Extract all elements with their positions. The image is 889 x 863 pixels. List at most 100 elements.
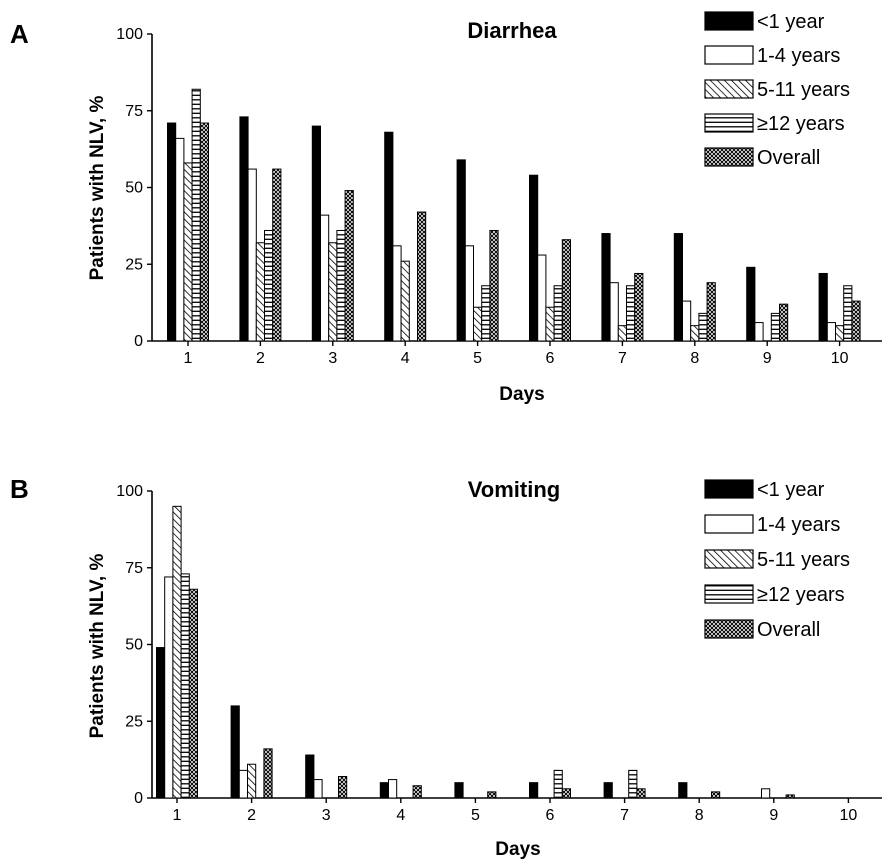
x-tick-label: 8 (695, 807, 704, 824)
chart-title: Diarrhea (467, 18, 557, 43)
bar-overall-day-4 (412, 785, 422, 799)
bar-over-12-years-day-6 (553, 769, 563, 799)
x-axis-label: Days (499, 384, 544, 405)
bar-overall-day-1 (188, 588, 199, 799)
y-tick-label: 50 (125, 180, 143, 197)
y-tick-label: 50 (125, 637, 143, 654)
bar-under-1-year-day-6 (529, 782, 539, 799)
bar-over-12-years-day-10 (843, 285, 853, 342)
legend-label: 5-11 years (757, 549, 850, 571)
bar-under-1-year-day-10 (818, 272, 828, 342)
x-tick-label: 1 (173, 807, 182, 824)
bar-over-12-years-day-5 (481, 285, 491, 342)
legend-label: Overall (757, 147, 820, 169)
bar-overall-day-2 (263, 748, 273, 799)
bar-1-4-years-day-3 (313, 779, 323, 799)
x-tick-label: 4 (396, 807, 405, 824)
bar-overall-day-7 (634, 272, 644, 342)
x-tick-label: 6 (546, 350, 555, 367)
bar-under-1-year-day-6 (529, 174, 539, 342)
bar-1-4-years-day-6 (537, 254, 547, 342)
bar-under-1-year-day-2 (230, 705, 240, 799)
y-axis-label: Patients with NLV, % (87, 96, 108, 281)
bar-5-11-years-day-2 (255, 242, 265, 342)
legend-label: <1 year (757, 11, 825, 33)
x-tick-label: 10 (840, 807, 858, 824)
bar-overall-day-5 (487, 791, 497, 799)
x-tick-label: 3 (328, 350, 337, 367)
legend-swatch (704, 113, 754, 133)
x-tick-label: 6 (546, 807, 555, 824)
bar-5-11-years-day-8 (690, 325, 700, 342)
bar-overall-day-7 (636, 788, 646, 799)
legend-item-5-11-years: 5-11 years (704, 549, 850, 571)
bar-overall-day-2 (272, 168, 282, 342)
bar-group (167, 88, 861, 342)
bar-under-1-year-day-4 (384, 131, 394, 342)
bar-1-4-years-day-9 (754, 322, 764, 342)
bar-5-11-years-day-10 (835, 325, 845, 342)
bar-5-11-years-day-3 (328, 242, 338, 342)
bar-5-11-years-day-5 (473, 306, 483, 342)
diarrhea-chart-panel: A Diarrhea Patients with NLV, % Days 025… (10, 11, 882, 405)
x-tick-label: 2 (247, 807, 256, 824)
bar-under-1-year-day-5 (456, 159, 466, 342)
legend-swatch (704, 11, 754, 31)
bar-over-12-years-day-7 (628, 769, 638, 799)
bar-1-4-years-day-7 (609, 282, 619, 342)
bar-overall-day-8 (711, 791, 721, 799)
y-tick-label: 0 (134, 790, 143, 807)
bar-overall-day-9 (785, 794, 795, 799)
legend-item-overall: Overall (704, 619, 820, 641)
y-axis-label: Patients with NLV, % (87, 554, 108, 739)
legend-item-under-1-year: <1 year (704, 11, 825, 33)
legend-swatch (704, 147, 754, 167)
bar-under-1-year-day-5 (454, 782, 464, 799)
x-tick-label: 7 (620, 807, 629, 824)
bar-1-4-years-day-2 (238, 769, 249, 799)
bar-over-12-years-day-6 (553, 285, 563, 342)
x-tick-label: 1 (184, 350, 193, 367)
bar-over-12-years-day-9 (770, 312, 780, 342)
legend-swatch (704, 584, 754, 604)
bar-under-1-year-day-3 (305, 754, 315, 799)
bar-overall-day-4 (417, 211, 427, 342)
legend-item-under-1-year: <1 year (704, 479, 825, 501)
x-tick-label: 9 (763, 350, 772, 367)
legend-swatch (704, 79, 754, 99)
legend-label: ≥12 years (757, 113, 845, 135)
panel-letter-b: B (10, 474, 29, 504)
legend-swatch (704, 619, 754, 639)
axes: 0 25 50 75 100 1 2 3 4 5 6 7 8 9 10 (116, 26, 882, 367)
bar-under-1-year-day-8 (673, 233, 683, 342)
legend-swatch (704, 514, 754, 534)
legend-label: 1-4 years (757, 45, 840, 67)
bar-1-4-years-day-3 (320, 214, 330, 342)
chart-title: Vomiting (468, 477, 560, 502)
bar-overall-day-3 (338, 776, 348, 799)
x-tick-label: 4 (401, 350, 410, 367)
legend-swatch (704, 45, 754, 65)
legend: <1 year 1-4 years 5-11 years ≥12 years Overa… (704, 11, 850, 169)
x-tick-label: 9 (769, 807, 778, 824)
bar-overall-day-6 (561, 788, 571, 799)
bar-overall-day-8 (706, 282, 716, 342)
bar-overall-day-1 (199, 122, 210, 342)
y-tick-label: 100 (116, 483, 143, 500)
legend-item-overall: Overall (704, 147, 820, 169)
bar-over-12-years-day-7 (626, 285, 636, 342)
y-tick-label: 0 (134, 333, 143, 350)
bar-overall-day-10 (851, 300, 861, 342)
bar-1-4-years-day-1 (164, 576, 174, 799)
bar-under-1-year-day-7 (601, 233, 611, 342)
bar-over-12-years-day-1 (191, 88, 201, 342)
bar-5-11-years-day-1 (172, 505, 182, 799)
y-tick-label: 75 (125, 103, 143, 120)
bar-overall-day-9 (779, 303, 789, 342)
bar-under-1-year-day-1 (156, 647, 166, 799)
y-tick-label: 75 (125, 560, 143, 577)
bar-1-4-years-day-9 (761, 788, 771, 799)
bar-5-11-years-day-7 (617, 325, 627, 342)
bar-5-11-years-day-4 (400, 260, 410, 342)
